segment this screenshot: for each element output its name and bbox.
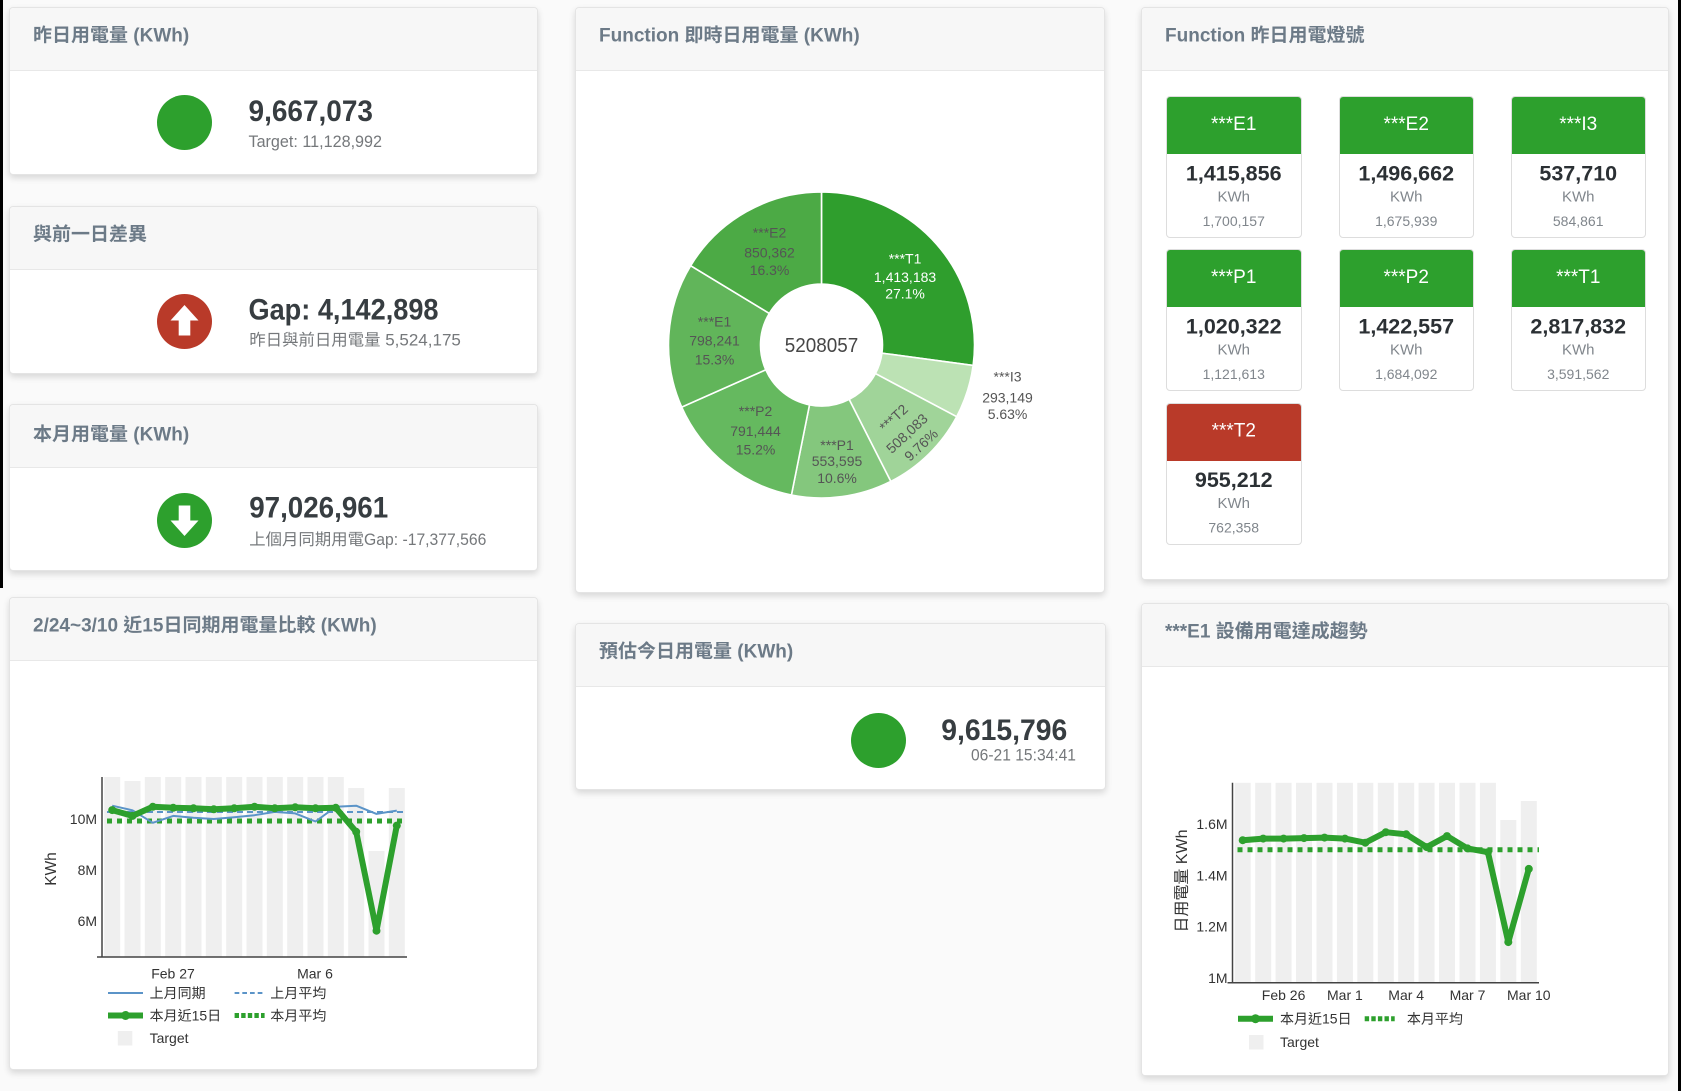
svg-text:Target: Target [150, 1030, 189, 1046]
svg-text:Gap: 4,142,898: Gap: 4,142,898 [249, 294, 439, 327]
svg-text:Mar 1: Mar 1 [1327, 987, 1363, 1003]
svg-text:***P2: ***P2 [1384, 267, 1429, 288]
svg-text:Mar 7: Mar 7 [1450, 987, 1486, 1003]
svg-text:1,020,322: 1,020,322 [1186, 315, 1282, 339]
svg-text:***E1: ***E1 [1165, 622, 1216, 643]
svg-text:15: 15 [142, 616, 164, 637]
svg-text:***I3: ***I3 [1559, 114, 1597, 135]
svg-text:KWh: KWh [43, 852, 60, 886]
svg-text:1,121,613: 1,121,613 [1203, 366, 1265, 382]
svg-text:2/24~3/10: 2/24~3/10 [33, 616, 123, 637]
svg-text:5208057: 5208057 [785, 335, 859, 357]
svg-text:3,591,562: 3,591,562 [1547, 366, 1609, 382]
svg-text:(KWh): (KWh) [799, 26, 860, 47]
svg-text:***P1: ***P1 [1211, 267, 1256, 288]
svg-text:***E1: ***E1 [1211, 114, 1256, 135]
svg-text:Target: 11,128,992: Target: 11,128,992 [249, 132, 383, 151]
svg-text:KWh: KWh [1562, 189, 1595, 206]
svg-text:***P1: ***P1 [820, 437, 854, 453]
svg-text:15.2%: 15.2% [736, 442, 776, 458]
svg-text:5.63%: 5.63% [988, 406, 1028, 422]
svg-text:553,595: 553,595 [812, 453, 863, 469]
svg-text:***E1: ***E1 [698, 314, 732, 330]
svg-text:***T2: ***T2 [1212, 421, 1256, 442]
svg-text:15.3%: 15.3% [695, 352, 735, 368]
svg-text:584,861: 584,861 [1553, 213, 1604, 229]
svg-text:955,212: 955,212 [1195, 468, 1273, 492]
svg-text:9,615,796: 9,615,796 [941, 714, 1067, 747]
svg-text:Function: Function [599, 26, 684, 47]
svg-text:537,710: 537,710 [1539, 162, 1617, 186]
svg-text:1,415,856: 1,415,856 [1186, 162, 1282, 186]
svg-text:762,358: 762,358 [1208, 520, 1259, 536]
svg-text:***E2: ***E2 [1384, 114, 1429, 135]
svg-text:Gap: -17,377,566: Gap: -17,377,566 [364, 530, 486, 549]
svg-text:791,444: 791,444 [730, 423, 781, 439]
svg-text:798,241: 798,241 [689, 333, 740, 349]
svg-text:1M: 1M [1208, 970, 1227, 986]
svg-text:850,362: 850,362 [744, 245, 795, 261]
svg-text:***I3: ***I3 [994, 369, 1022, 385]
svg-text:KWh: KWh [1390, 342, 1423, 359]
svg-text:Feb 26: Feb 26 [1262, 987, 1306, 1003]
svg-text:(KWh): (KWh) [732, 642, 793, 663]
svg-text:(KWh): (KWh) [128, 425, 189, 446]
svg-text:Mar 4: Mar 4 [1388, 987, 1424, 1003]
svg-text:1,684,092: 1,684,092 [1375, 366, 1437, 382]
svg-text:Function: Function [1165, 26, 1250, 47]
svg-text:***P2: ***P2 [739, 403, 773, 419]
svg-text:06-21 15:34:41: 06-21 15:34:41 [971, 746, 1076, 765]
svg-text:1,496,662: 1,496,662 [1358, 162, 1454, 186]
svg-text:10.6%: 10.6% [817, 470, 857, 486]
svg-text:KWh: KWh [1218, 495, 1251, 512]
svg-text:Mar 6: Mar 6 [297, 966, 333, 982]
svg-text:16.3%: 16.3% [750, 262, 790, 278]
svg-text:1.6M: 1.6M [1196, 816, 1227, 832]
svg-text:15: 15 [1322, 1011, 1338, 1027]
svg-text:1,700,157: 1,700,157 [1203, 213, 1265, 229]
svg-text:KWh: KWh [1218, 342, 1251, 359]
svg-text:15: 15 [192, 1008, 208, 1024]
svg-text:5,524,175: 5,524,175 [381, 331, 461, 350]
svg-text:6M: 6M [78, 913, 97, 929]
svg-text:KWh: KWh [1174, 829, 1191, 868]
svg-text:KWh: KWh [1562, 342, 1595, 359]
svg-text:1,422,557: 1,422,557 [1358, 315, 1454, 339]
svg-text:97,026,961: 97,026,961 [249, 492, 388, 525]
svg-text:2,817,832: 2,817,832 [1530, 315, 1626, 339]
svg-text:KWh: KWh [1390, 189, 1423, 206]
svg-text:(KWh): (KWh) [128, 26, 189, 47]
svg-text:KWh: KWh [1218, 189, 1251, 206]
svg-text:10M: 10M [70, 811, 97, 827]
svg-text:Feb 27: Feb 27 [151, 966, 195, 982]
svg-text:27.1%: 27.1% [885, 286, 925, 302]
svg-text:8M: 8M [78, 862, 97, 878]
svg-text:Mar 10: Mar 10 [1507, 987, 1551, 1003]
svg-text:***E2: ***E2 [753, 225, 787, 241]
svg-text:1,413,183: 1,413,183 [874, 269, 936, 285]
svg-text:***T1: ***T1 [1556, 267, 1600, 288]
svg-text:1,675,939: 1,675,939 [1375, 213, 1437, 229]
svg-text:9,667,073: 9,667,073 [249, 95, 374, 128]
svg-text:Target: Target [1280, 1034, 1319, 1050]
svg-text:293,149: 293,149 [982, 389, 1033, 405]
svg-text:1.2M: 1.2M [1196, 919, 1227, 935]
svg-text:(KWh): (KWh) [316, 616, 377, 637]
svg-text:***T1: ***T1 [889, 251, 922, 267]
svg-text:1.4M: 1.4M [1196, 867, 1227, 883]
